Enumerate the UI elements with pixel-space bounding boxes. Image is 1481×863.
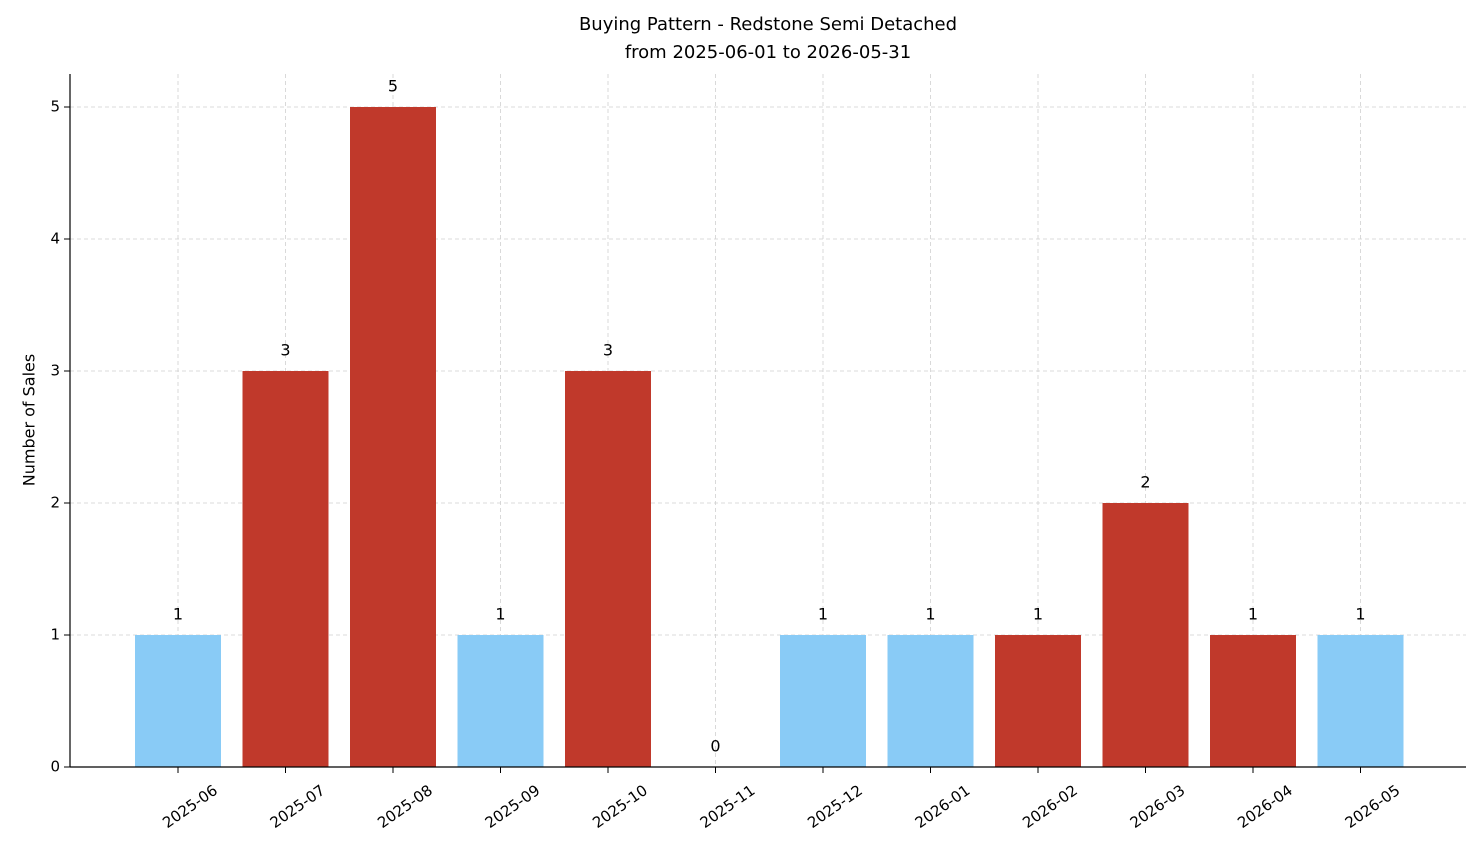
value-label: 5 — [388, 77, 398, 96]
bar — [1102, 503, 1189, 767]
bar — [887, 635, 974, 767]
value-label: 0 — [710, 737, 720, 756]
y-tick-label: 3 — [50, 362, 60, 380]
x-tick-label: 2025-08 — [374, 781, 436, 832]
bar — [350, 107, 436, 767]
y-tick-label: 2 — [50, 494, 60, 512]
y-tick-label: 5 — [50, 98, 60, 116]
value-label: 1 — [1355, 605, 1365, 624]
x-tick-label: 2026-01 — [912, 781, 974, 832]
y-tick-label: 0 — [50, 758, 60, 776]
bar — [135, 635, 221, 767]
value-label: 1 — [1033, 605, 1043, 624]
bar — [242, 371, 329, 767]
chart-title: Buying Pattern - Redstone Semi Detached — [579, 14, 957, 35]
x-tick-label: 2025-10 — [589, 781, 651, 832]
y-tick-label: 1 — [50, 626, 60, 644]
y-tick-label: 4 — [50, 230, 60, 248]
x-tick-label: 2025-07 — [267, 781, 329, 832]
x-tick-label: 2026-05 — [1342, 781, 1404, 832]
x-tick-label: 2025-12 — [804, 781, 866, 832]
x-tick-label: 2025-11 — [697, 781, 759, 832]
value-label: 1 — [925, 605, 935, 624]
value-label: 1 — [1248, 605, 1258, 624]
value-label: 1 — [495, 605, 505, 624]
value-label: 3 — [280, 341, 290, 360]
bar — [780, 635, 866, 767]
bar — [1210, 635, 1296, 767]
x-tick-label: 2025-06 — [159, 781, 221, 832]
value-label: 2 — [1140, 473, 1150, 492]
bar — [565, 371, 651, 767]
bar — [457, 635, 544, 767]
value-label: 3 — [603, 341, 613, 360]
bar — [995, 635, 1081, 767]
x-tick-label: 2026-03 — [1127, 781, 1189, 832]
bar — [1317, 635, 1404, 767]
chart-subtitle: from 2025-06-01 to 2026-05-31 — [625, 42, 911, 63]
x-tick-label: 2026-04 — [1234, 781, 1296, 832]
value-label: 1 — [818, 605, 828, 624]
value-label: 1 — [173, 605, 183, 624]
x-tick-label: 2025-09 — [482, 781, 544, 832]
x-tick-label: 2026-02 — [1019, 781, 1081, 832]
y-axis-label: Number of Sales — [20, 354, 39, 486]
